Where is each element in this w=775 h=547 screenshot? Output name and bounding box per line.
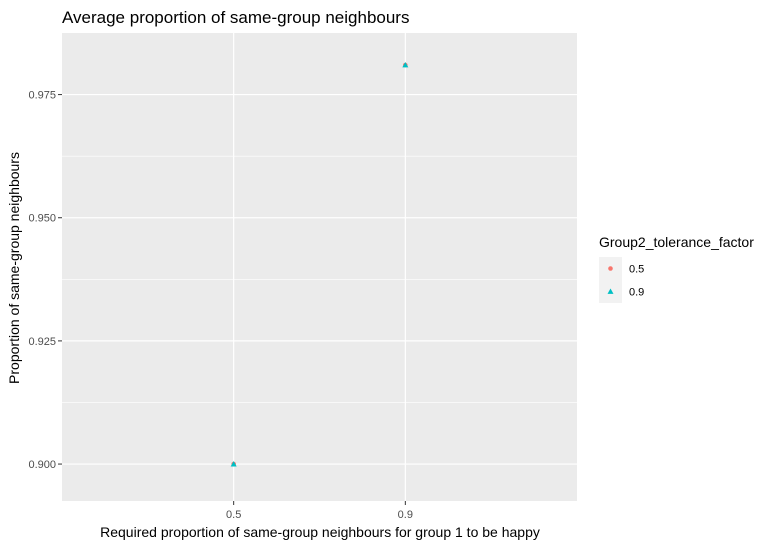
y-tick-label: 0.900 [28,459,56,471]
legend: Group2_tolerance_factor 0.5 0.9 [599,234,754,303]
y-axis-ticks: 0.900 0.925 0.950 0.975 [28,90,62,471]
y-tick-label: 0.950 [28,213,56,225]
x-axis-ticks: 0.5 0.9 [226,501,413,521]
major-gridlines [62,33,577,501]
legend-key-triangle [607,288,614,294]
legend-label: 0.5 [629,264,644,276]
minor-gridlines [62,155,577,403]
chart-title: Average proportion of same-group neighbo… [62,8,409,27]
x-axis-title: Required proportion of same-group neighb… [100,524,540,540]
data-point-triangle [402,62,409,68]
y-tick-label: 0.975 [28,90,56,102]
legend-key-circle [608,266,613,271]
y-tick-label: 0.925 [28,336,56,348]
x-tick-label: 0.9 [398,509,413,521]
legend-label: 0.9 [629,287,644,299]
legend-title: Group2_tolerance_factor [599,234,754,250]
data-point-triangle [230,461,237,467]
plot-panel [62,33,577,501]
y-axis-title: Proportion of same-group neighbours [6,152,22,384]
data-points [230,62,409,467]
x-tick-label: 0.5 [226,509,241,521]
